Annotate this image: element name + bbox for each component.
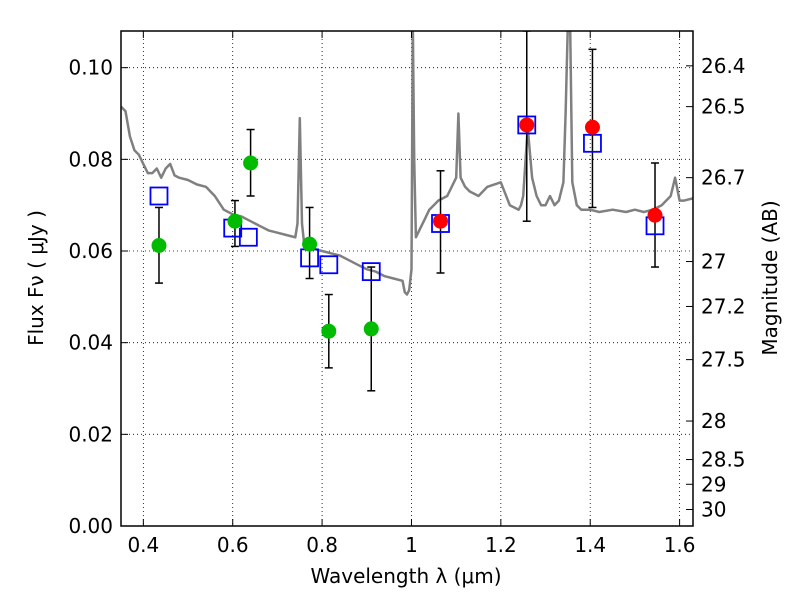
observed-point bbox=[302, 236, 318, 252]
right-tick-label: 26.4 bbox=[701, 54, 746, 78]
y-axis-label-right: Magnitude (AB) bbox=[758, 200, 782, 355]
observed-point bbox=[151, 238, 167, 253]
grid bbox=[121, 31, 693, 527]
x-tick-label: 1.6 bbox=[664, 533, 696, 557]
model-photometry-square bbox=[319, 255, 339, 275]
right-tick-label: 26.7 bbox=[701, 166, 746, 190]
y-tick-label: 0.04 bbox=[68, 331, 113, 355]
data-markers bbox=[149, 115, 665, 339]
x-tick-label: 1 bbox=[405, 533, 418, 557]
observed-point bbox=[647, 207, 663, 223]
model-photometry-square bbox=[583, 133, 602, 153]
right-tick-label: 27.2 bbox=[701, 294, 746, 318]
x-tick-label: 0.8 bbox=[306, 533, 338, 557]
x-axis-label: Wavelength λ (μm) bbox=[310, 564, 501, 588]
observed-point bbox=[433, 213, 449, 229]
y-tick-label: 0.06 bbox=[68, 239, 113, 263]
right-tick-label: 27 bbox=[701, 250, 726, 274]
observed-point bbox=[363, 321, 379, 337]
right-tick-label: 29 bbox=[701, 472, 726, 496]
plot-frame bbox=[120, 30, 694, 527]
model-photometry-square bbox=[517, 115, 537, 135]
x-tick-label: 1.2 bbox=[485, 533, 517, 557]
right-tick-label: 30 bbox=[701, 498, 726, 522]
x-tick-label: 0.6 bbox=[217, 533, 249, 557]
model-photometry-square bbox=[361, 262, 381, 282]
right-tick-label: 27.5 bbox=[701, 348, 746, 372]
model-photometry-square bbox=[149, 186, 169, 206]
y-tick-label: 0.00 bbox=[68, 514, 113, 538]
observed-point bbox=[227, 213, 243, 229]
right-tick-label: 28 bbox=[701, 409, 726, 433]
observed-point bbox=[243, 155, 259, 171]
x-tick-label: 0.4 bbox=[127, 533, 159, 557]
y-tick-label: 0.08 bbox=[68, 147, 113, 171]
observed-point bbox=[321, 323, 337, 339]
model-photometry-square bbox=[238, 227, 258, 247]
observed-point bbox=[584, 119, 600, 135]
observed-point bbox=[519, 117, 535, 133]
y-tick-label: 0.02 bbox=[68, 422, 113, 446]
model-spectrum bbox=[121, 31, 693, 296]
x-tick-label: 1.4 bbox=[574, 533, 606, 557]
axis-ticks: 0.4 0.6 0.8 1 1.2 1.4 1.6 0.00 0.02 0.04 0.06 0.08 0… bbox=[68, 31, 746, 557]
model-spectrum-line bbox=[121, 31, 693, 296]
y-tick-label: 0.10 bbox=[68, 56, 113, 80]
right-tick-label: 28.5 bbox=[701, 448, 746, 472]
y-axis-label: Flux Fν ( μJy ) bbox=[24, 210, 48, 346]
right-tick-label: 26.5 bbox=[701, 95, 746, 119]
